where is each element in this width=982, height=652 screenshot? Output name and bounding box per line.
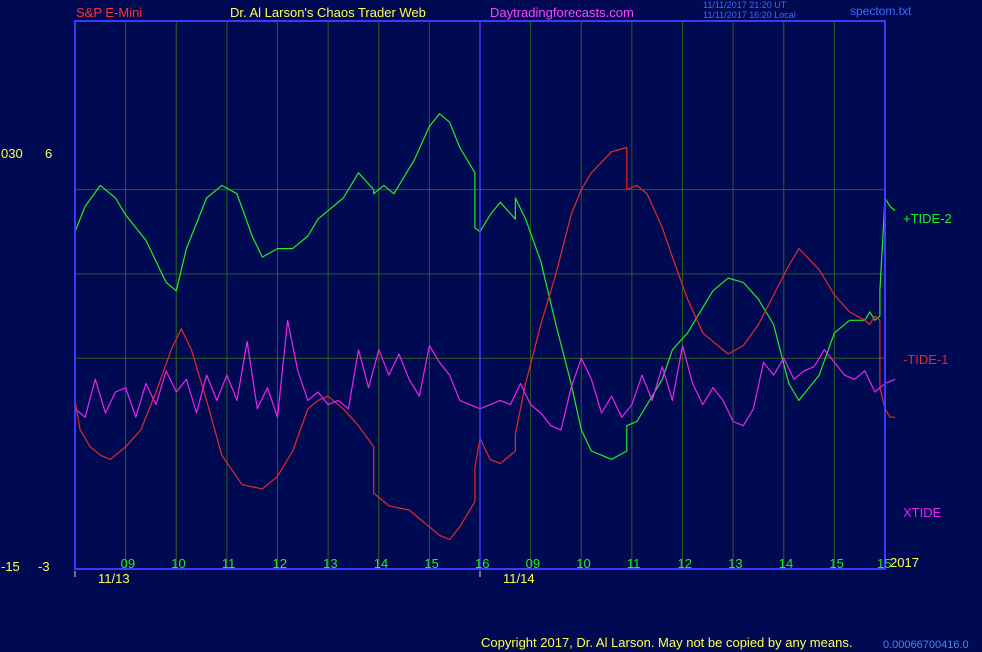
hour-tick-label-4: 13 — [323, 556, 337, 571]
series-xtide-line — [74, 319, 896, 431]
site-link[interactable]: Daytradingforecasts.com — [490, 5, 634, 20]
plot-frame — [74, 20, 886, 570]
left-axis-label-neg15: -15 — [1, 559, 20, 574]
timestamp-local: 11/11/2017 16:20 Local — [703, 10, 796, 20]
hour-tick-label-0: 09 — [121, 556, 135, 571]
legend-xtide: XTIDE — [903, 505, 942, 520]
date-label-session-2: 11/14 — [503, 571, 535, 586]
hour-tick-label-10: 11 — [627, 556, 641, 571]
legend-plus-tide: +TIDE-2 — [903, 211, 952, 226]
hour-tick-label-2: 11 — [222, 556, 236, 571]
hour-tick-label-12: 13 — [728, 556, 742, 571]
series-plus-tide-line — [74, 113, 896, 460]
year-label: 2017 — [890, 555, 919, 570]
copyright-notice: Copyright 2017, Dr. Al Larson. May not b… — [481, 635, 853, 650]
hour-tick-label-3: 12 — [273, 556, 287, 571]
left-axis-label-6: 6 — [45, 146, 53, 161]
app-title: Dr. Al Larson's Chaos Trader Web — [230, 5, 426, 20]
hour-tick-label-15: 15 — [877, 556, 891, 571]
hour-tick-label-7: 16 — [475, 556, 489, 571]
instrument-title: S&P E-Mini — [76, 5, 143, 20]
hour-tick-label-13: 14 — [779, 556, 793, 571]
hour-tick-label-11: 12 — [678, 556, 692, 571]
hour-tick-label-8: 09 — [526, 556, 540, 571]
date-label-session-1: 11/13 — [98, 571, 130, 586]
footer-code: 0.00066700416.0 — [883, 639, 969, 651]
hour-tick-label-6: 15 — [424, 556, 438, 571]
series-lines — [74, 113, 896, 541]
hour-tick-label-14: 15 — [829, 556, 843, 571]
hour-tick-label-9: 10 — [576, 556, 590, 571]
left-axis-label-030: 030 — [1, 146, 23, 161]
timestamp-ut: 11/11/2017 21:20 UT — [703, 0, 787, 10]
file-name: spectom.txt — [850, 4, 912, 18]
series-minus-tide-line — [74, 146, 896, 541]
x-axis-ticks: 09 10 11 12 13 14 15 16 09 10 11 12 13 14 15 15 — [74, 556, 891, 577]
hour-tick-label-5: 14 — [374, 556, 388, 571]
legend-minus-tide: -TIDE-1 — [903, 352, 949, 367]
left-axis-label-neg3: -3 — [38, 559, 50, 574]
hour-tick-label-1: 10 — [171, 556, 185, 571]
